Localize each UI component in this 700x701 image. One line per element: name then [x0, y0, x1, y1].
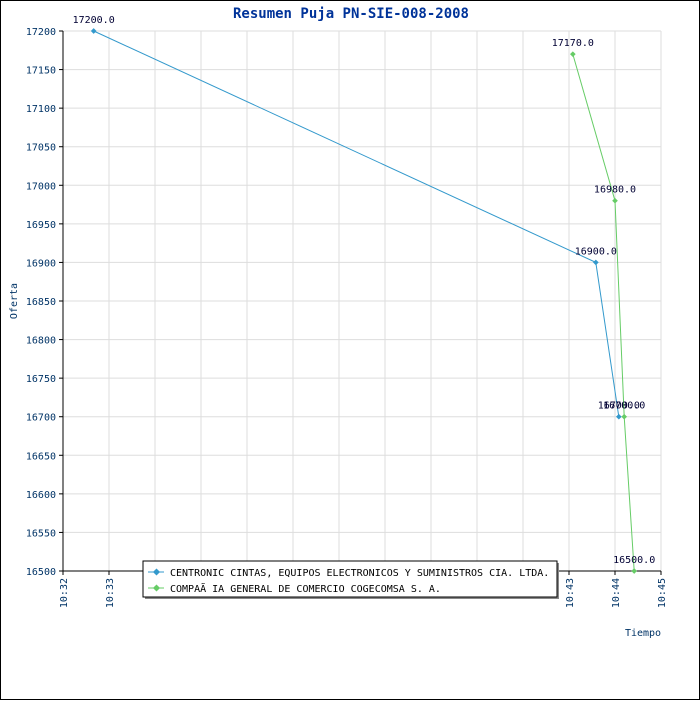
series-line [572, 53, 635, 572]
y-tick-label: 16750 [26, 374, 56, 385]
data-point [631, 568, 637, 574]
data-label: 16500.0 [613, 555, 655, 566]
legend-swatch-marker [152, 568, 161, 576]
y-tick-label: 16500 [26, 567, 56, 578]
y-tick-label: 16700 [26, 413, 56, 424]
data-point [612, 197, 618, 204]
y-tick-label: 16900 [26, 258, 56, 269]
data-point [616, 413, 622, 420]
data-label: 16900.0 [575, 246, 617, 257]
data-label: 17170.0 [552, 38, 594, 49]
y-tick-label: 17050 [26, 143, 56, 154]
x-axis-label: Tiempo [625, 628, 661, 639]
y-tick-label: 16600 [26, 490, 56, 501]
x-tick-label: 10:33 [105, 578, 116, 608]
data-label: 17200.0 [73, 15, 115, 26]
y-tick-label: 17200 [26, 27, 56, 38]
series-2: 17170.0 16980.0 16700.0 16500.0 [552, 38, 655, 574]
y-tick-label: 16650 [26, 451, 56, 462]
y-axis-label: Oferta [9, 283, 20, 319]
data-label: 16700.0 [598, 401, 640, 412]
series-1: 17200.0 16900.0 16700.0 [73, 15, 640, 420]
data-label: 16980.0 [594, 185, 636, 196]
x-tick-label: 10:43 [565, 578, 576, 608]
x-tick-label: 10:32 [59, 578, 70, 608]
series-group: 17200.0 16900.0 16700.0 17170.0 16980.0 16700… [73, 15, 655, 574]
legend-entry: CENTRONIC CINTAS, EQUIPOS ELECTRONICOS Y… [170, 568, 549, 579]
legend-swatch-marker [152, 584, 161, 592]
x-tick-label: 10:44 [611, 578, 622, 608]
data-point [621, 413, 628, 420]
y-tick-label: 16800 [26, 336, 56, 347]
legend-entry: COMPAÃ IA GENERAL DE COMERCIO COGECOMSA … [170, 582, 441, 595]
legend-box [142, 560, 558, 598]
y-axis-ticks: 16500 16550 16600 16650 16700 16750 16800 16850… [26, 27, 63, 578]
data-label: 16700.0 [603, 401, 645, 412]
y-tick-label: 16850 [26, 297, 56, 308]
data-point [570, 51, 576, 57]
x-tick-label: 10:45 [657, 578, 668, 608]
y-tick-label: 16950 [26, 220, 56, 231]
y-tick-label: 16550 [26, 528, 56, 539]
y-tick-label: 17150 [26, 66, 56, 77]
data-point [593, 259, 599, 266]
chart-title: Resumen Puja PN-SIE-008-2008 [233, 6, 469, 22]
y-tick-label: 17000 [26, 181, 56, 192]
y-tick-label: 17100 [26, 104, 56, 115]
legend: CENTRONIC CINTAS, EQUIPOS ELECTRONICOS Y… [142, 560, 559, 599]
grid-lines [62, 30, 662, 572]
